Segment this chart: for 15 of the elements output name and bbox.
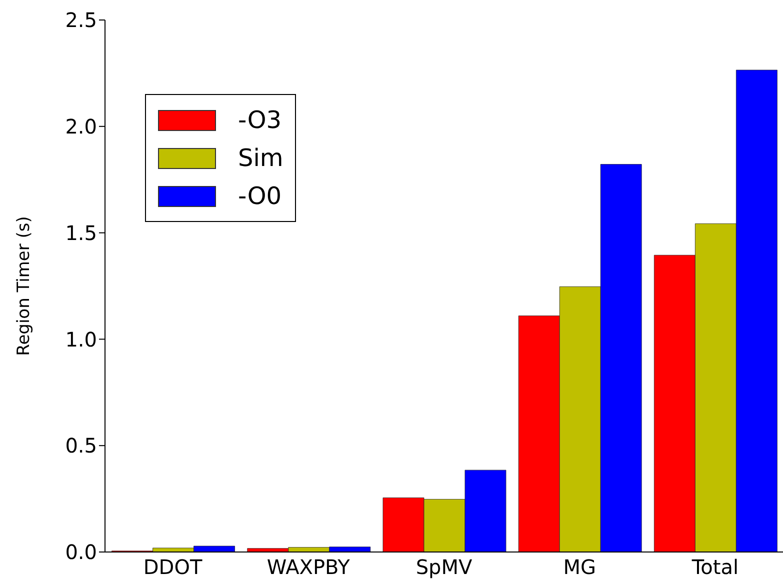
x-tick-label: MG — [563, 555, 596, 580]
y-tick-label: 1.0 — [65, 327, 97, 352]
legend-label: Sim — [238, 144, 284, 172]
legend-label: -O3 — [238, 106, 282, 134]
x-tick-label: WAXPBY — [266, 555, 351, 580]
x-tick-label: SpMV — [416, 555, 472, 580]
y-tick-label: 2.5 — [65, 8, 97, 32]
y-tick-label: 0.0 — [65, 540, 97, 564]
x-tick-label: Total — [690, 555, 739, 580]
y-axis-title: Region Timer (s) — [14, 216, 34, 356]
legend-label: -O0 — [238, 182, 282, 210]
y-tick-label: 0.5 — [65, 434, 97, 458]
x-tick-label: DDOT — [143, 555, 203, 580]
y-tick-label: 1.5 — [65, 220, 97, 245]
y-tick-label: 2.0 — [65, 114, 97, 138]
